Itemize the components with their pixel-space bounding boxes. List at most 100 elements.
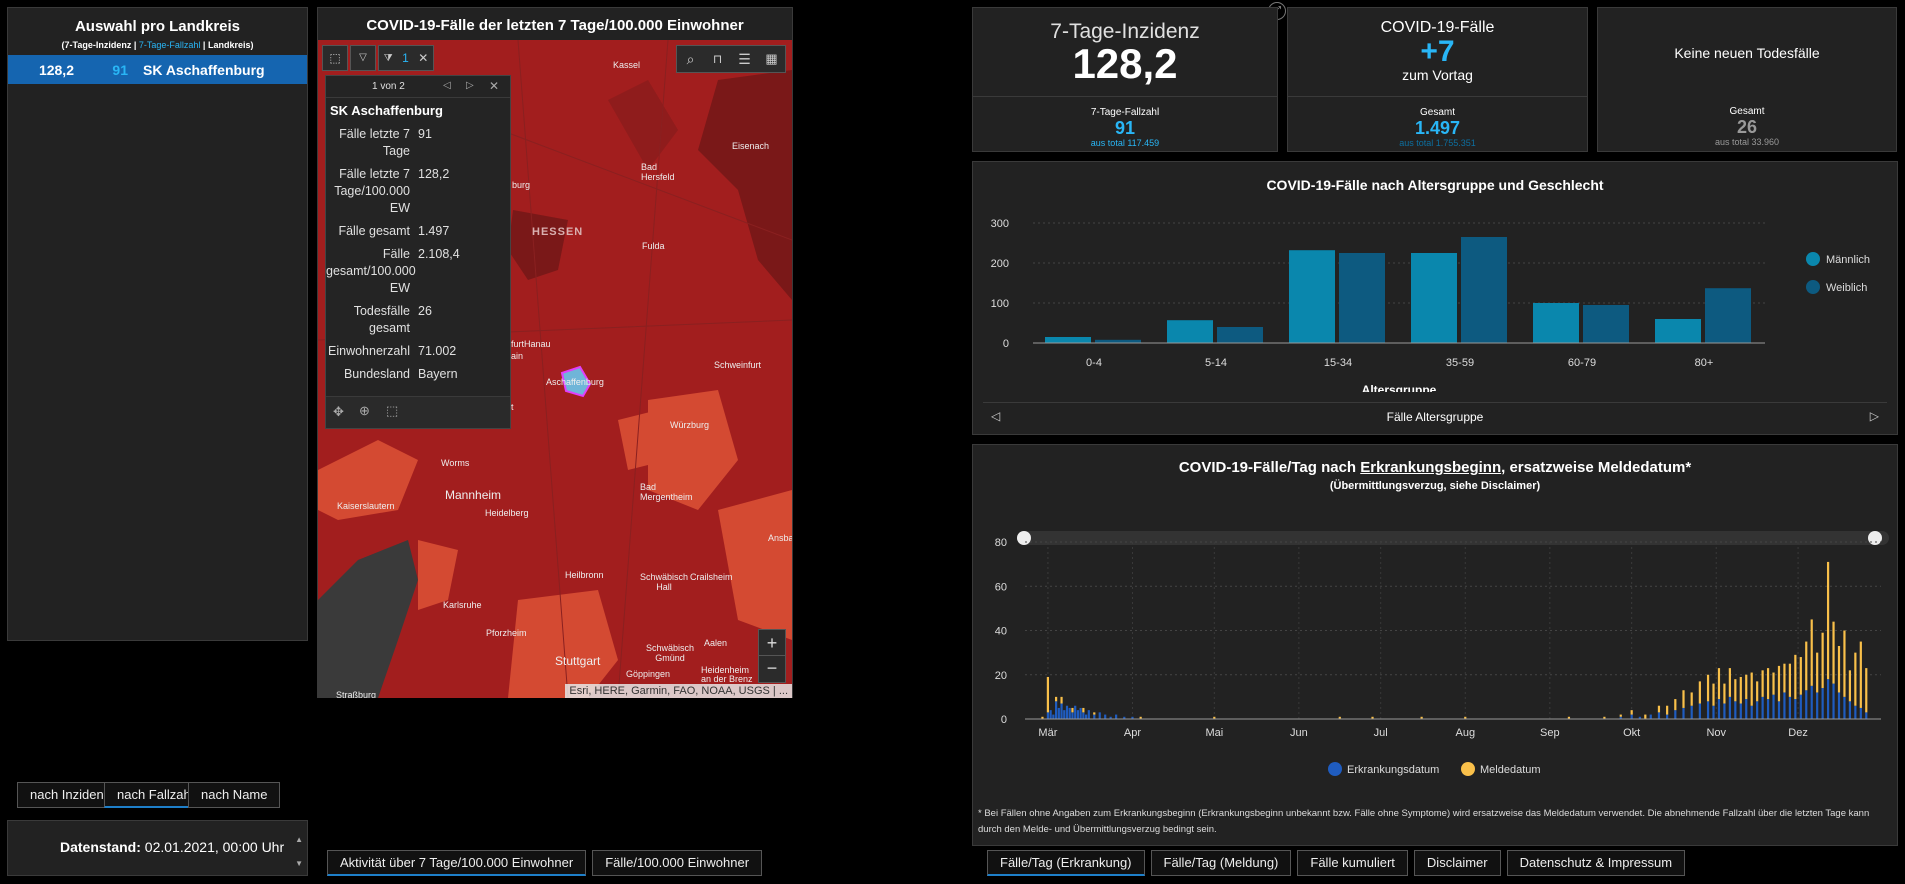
bar <box>1098 712 1101 719</box>
map-title: COVID-19-Fälle der letzten 7 Tage/100.00… <box>366 17 744 34</box>
map-attribution[interactable]: Esri, HERE, Garmin, FAO, NOAA, USGS | ..… <box>565 684 792 698</box>
previous-feature-icon[interactable]: ◁ <box>443 80 451 91</box>
bar <box>1816 692 1819 719</box>
range-slider-start-handle[interactable] <box>1017 531 1031 545</box>
list-item-fallzahl: 91 <box>112 61 128 78</box>
x-axis-label: Altersgruppe <box>1362 383 1437 392</box>
bar <box>1649 714 1652 719</box>
epi-chart: 0 20 40 60 80 Mär Apr Mai Jun Jul Aug Sep Okt Nov Dez E… <box>995 531 1889 776</box>
tab-faelle-kumuliert[interactable]: Fälle kumuliert <box>1297 850 1408 876</box>
x-tick-label: Okt <box>1623 727 1640 739</box>
zoom-to-icon[interactable]: ⊕ <box>359 403 370 418</box>
bar <box>1068 707 1071 719</box>
faelle-sub-label: Gesamt <box>1419 107 1455 118</box>
next-chart-icon[interactable]: ▷ <box>1869 409 1879 423</box>
bar <box>1854 652 1857 706</box>
tab-datenschutz[interactable]: Datenschutz & Impressum <box>1506 850 1686 876</box>
bar <box>1805 690 1808 719</box>
bar <box>1657 712 1661 719</box>
bar <box>1690 692 1693 706</box>
bar <box>1717 699 1721 719</box>
list-item[interactable]: 128,2 91 SK Aschaffenburg <box>8 55 307 84</box>
popup-row: Fälle gesamt/100.000 EW 2.108,4 <box>326 246 510 303</box>
bar <box>1085 714 1088 719</box>
bar <box>1723 683 1726 704</box>
tab-disclaimer[interactable]: Disclaimer <box>1413 850 1501 876</box>
map-label-kaiserslautern: Kaiserslautern <box>337 501 395 511</box>
range-slider-end-handle[interactable] <box>1868 531 1882 545</box>
select-feature-icon[interactable]: ⬚ <box>322 45 348 71</box>
popup-row-value: 26 <box>418 304 432 318</box>
tab-aktivitaet[interactable]: Aktivität über 7 Tage/100.000 Einwohner <box>327 850 587 876</box>
map-tabs: Aktivität über 7 Tage/100.000 Einwohner … <box>327 850 763 876</box>
pan-to-icon[interactable]: ✥ <box>333 404 344 419</box>
select-icon[interactable]: ⬚ <box>386 403 399 418</box>
basemap-gallery-icon[interactable]: ▦ <box>765 51 778 66</box>
bottom-chart-tabs: Fälle/Tag (Erkrankung) Fälle/Tag (Meldun… <box>987 850 1686 876</box>
bar <box>1788 663 1791 697</box>
selection-count: 1 <box>402 51 409 65</box>
scroll-up-icon[interactable]: ▲ <box>295 835 303 844</box>
map-label-schwaebisch-hall: Schwäbisch Hall <box>639 572 689 592</box>
chevron-down-icon[interactable]: ▽ <box>350 45 376 71</box>
close-popup-icon[interactable]: ✕ <box>489 79 500 93</box>
clear-selection-icon[interactable]: ✕ <box>418 51 429 65</box>
popup-action-bar: ✥ ⊕ ⬚ <box>326 396 510 428</box>
map-label-wuerzburg: Würzburg <box>670 420 710 430</box>
faelle-sub-total: aus total 1.755.351 <box>1399 138 1476 148</box>
tab-faelle-tag-meldung[interactable]: Fälle/Tag (Meldung) <box>1150 850 1292 876</box>
popup-heading: SK Aschaffenburg <box>330 103 443 118</box>
y-tick-label: 300 <box>991 218 1009 230</box>
next-feature-icon[interactable]: ▷ <box>466 80 474 91</box>
scroll-down-icon[interactable]: ▼ <box>295 859 303 868</box>
map-label-bad-hersfeld: Bad Hersfeld <box>641 162 675 182</box>
bookmark-icon[interactable]: ⊓ <box>712 52 723 66</box>
bar <box>1810 685 1813 719</box>
bar <box>1657 705 1661 713</box>
zoom-in-button[interactable]: + <box>759 630 785 656</box>
list-icon[interactable]: ☰ <box>738 51 751 67</box>
tab-faelle-tag-erkrankung[interactable]: Fälle/Tag (Erkrankung) <box>987 850 1145 876</box>
selection-count-chip[interactable]: ⧩ 1 ✕ <box>378 45 434 71</box>
bar <box>1052 714 1055 719</box>
previous-chart-icon[interactable]: ◁ <box>991 409 1001 423</box>
bar <box>1728 696 1731 719</box>
y-tick-label: 200 <box>991 258 1009 270</box>
bar <box>1682 707 1685 719</box>
legend-swatch <box>1461 762 1475 776</box>
bar <box>1843 696 1846 719</box>
search-icon[interactable]: ⌕ <box>686 51 695 67</box>
bar <box>1289 250 1335 343</box>
bar <box>1057 707 1060 719</box>
bar <box>1799 694 1802 719</box>
map-view[interactable]: Kassel Eisenach Bad Hersfeld burg HESSEN… <box>318 40 792 698</box>
bar <box>1082 712 1085 719</box>
subtitle-part-b: 7-Tage-Fallzahl <box>138 40 201 50</box>
bar <box>1533 303 1579 343</box>
bar <box>1848 701 1852 719</box>
sort-by-name-button[interactable]: nach Name <box>188 782 281 808</box>
landkreis-list-subtitle: (7-Tage-Inzidenz | 7-Tage-Fallzahl | Lan… <box>8 40 307 50</box>
bar <box>1619 716 1622 719</box>
popup-pager: 1 von 2 <box>372 81 405 92</box>
map-toolbar-right: ⌕ ⊓ ☰ ▦ <box>676 45 786 73</box>
epi-footnote: * Bei Fällen ohne Angaben zum Erkrankung… <box>978 808 1870 835</box>
epi-chart-panel: COVID-19-Fälle/Tag nach Erkrankungsbegin… <box>972 444 1898 846</box>
epi-title-c: , ersatzweise Meldedatum* <box>1501 459 1692 476</box>
tab-faelle-pro-100000[interactable]: Fälle/100.000 Einwohner <box>592 850 763 876</box>
popup-row-label: Todesfälle gesamt <box>353 304 410 335</box>
bar <box>1717 668 1721 700</box>
zoom-out-button[interactable]: − <box>766 658 778 678</box>
inzidenz-sub-total: aus total 117.459 <box>1090 138 1160 148</box>
bar <box>1087 710 1090 719</box>
bar <box>1339 253 1385 343</box>
map-label-mannheim: Mannheim <box>445 488 502 502</box>
bar <box>1060 703 1063 719</box>
bar <box>1756 701 1759 719</box>
x-tick-label: Mär <box>1038 727 1057 739</box>
map-label-aalen: Aalen <box>704 638 728 648</box>
popup-row-value: Bayern <box>418 367 458 381</box>
bar <box>1772 672 1775 695</box>
bar <box>1095 339 1141 343</box>
map-toolbar-left: ⬚ ▽ ⧩ 1 ✕ <box>322 45 434 71</box>
